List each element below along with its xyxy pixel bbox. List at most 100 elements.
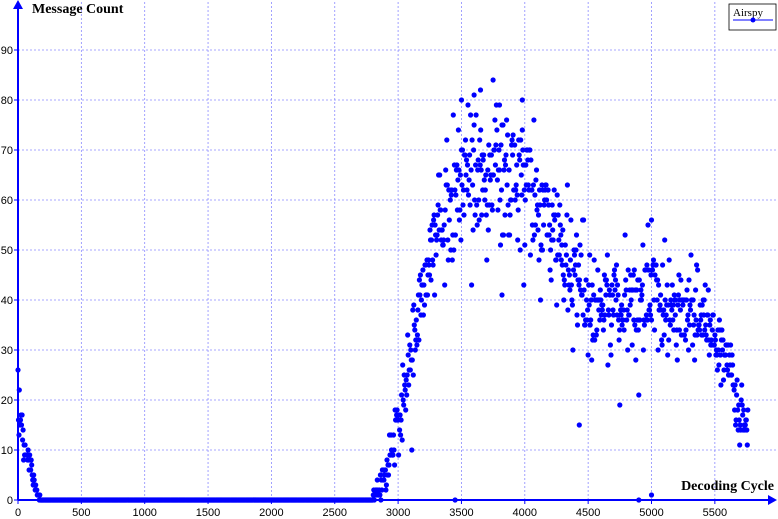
data-point	[659, 337, 665, 343]
data-point	[662, 237, 668, 243]
data-point	[435, 202, 441, 208]
data-point	[472, 197, 478, 203]
data-point	[528, 157, 534, 163]
data-point	[606, 287, 613, 293]
data-point	[685, 347, 692, 353]
data-point	[646, 307, 653, 313]
data-point	[390, 432, 397, 438]
data-point	[489, 207, 495, 213]
data-point	[694, 262, 700, 268]
data-point	[565, 267, 572, 273]
data-point	[696, 322, 702, 328]
data-point	[417, 272, 423, 278]
y-tick-label: 10	[1, 445, 13, 457]
data-point	[497, 242, 504, 248]
data-point	[609, 282, 615, 288]
x-tick-label: 4000	[513, 507, 537, 519]
data-point	[483, 212, 489, 218]
data-point	[598, 312, 604, 318]
data-point	[475, 157, 481, 163]
data-point	[591, 292, 597, 298]
data-point	[28, 457, 34, 463]
data-point	[533, 167, 540, 173]
data-point	[428, 237, 435, 243]
data-point	[724, 367, 731, 373]
data-point	[674, 357, 680, 363]
data-point	[468, 167, 474, 173]
data-point	[441, 237, 447, 243]
data-point	[485, 167, 491, 173]
data-point	[716, 317, 723, 323]
data-point	[612, 287, 618, 293]
data-point	[548, 247, 554, 253]
data-point	[464, 162, 471, 168]
data-point	[391, 447, 397, 453]
data-point	[546, 202, 552, 208]
data-point	[561, 297, 567, 303]
data-point	[501, 167, 507, 173]
data-point	[470, 227, 476, 233]
data-point	[385, 472, 392, 478]
data-point	[384, 457, 390, 463]
data-point	[712, 332, 718, 338]
data-point	[402, 382, 408, 388]
data-point	[519, 192, 525, 198]
data-point	[600, 302, 606, 308]
data-point	[587, 252, 593, 258]
data-point	[673, 297, 679, 303]
data-point	[466, 177, 472, 183]
data-point	[439, 227, 445, 233]
data-point	[31, 472, 37, 478]
data-point	[441, 222, 447, 228]
data-point	[443, 167, 449, 173]
data-point	[605, 307, 612, 313]
data-point	[469, 137, 475, 143]
data-point	[519, 127, 525, 133]
data-point	[485, 227, 491, 233]
data-point	[437, 172, 443, 178]
x-tick-label: 3000	[386, 507, 410, 519]
data-point	[399, 437, 405, 443]
data-point	[438, 207, 444, 213]
data-point	[648, 492, 655, 498]
x-tick-label: 5500	[703, 507, 727, 519]
data-point	[730, 362, 736, 368]
data-point	[625, 347, 631, 353]
data-point	[447, 197, 453, 203]
data-point	[648, 217, 655, 223]
data-point	[34, 487, 40, 493]
data-point	[673, 342, 679, 348]
data-point	[613, 297, 619, 303]
data-point	[597, 287, 603, 293]
data-point	[514, 192, 520, 198]
data-point	[457, 207, 463, 213]
data-point	[572, 272, 578, 278]
data-point	[684, 317, 691, 323]
data-point	[672, 312, 678, 318]
data-point	[663, 312, 669, 318]
data-point	[396, 452, 402, 458]
data-point	[449, 257, 455, 263]
data-point	[480, 157, 486, 163]
data-point	[552, 217, 558, 223]
data-point	[445, 237, 451, 243]
data-point	[649, 267, 656, 273]
data-point	[699, 302, 705, 308]
data-point	[435, 212, 441, 218]
data-point	[719, 327, 725, 333]
data-point	[680, 302, 686, 308]
y-axis-arrow	[13, 0, 23, 9]
data-point	[691, 312, 697, 318]
data-point	[562, 282, 568, 288]
data-point	[624, 307, 630, 313]
data-point	[400, 397, 406, 403]
data-point	[611, 272, 617, 278]
y-tick-label: 90	[1, 45, 13, 57]
data-point	[621, 307, 627, 313]
data-point	[577, 242, 583, 248]
data-point	[404, 372, 410, 378]
data-point	[603, 277, 610, 283]
data-point	[637, 317, 643, 323]
data-point	[732, 382, 738, 388]
data-point	[377, 492, 383, 498]
